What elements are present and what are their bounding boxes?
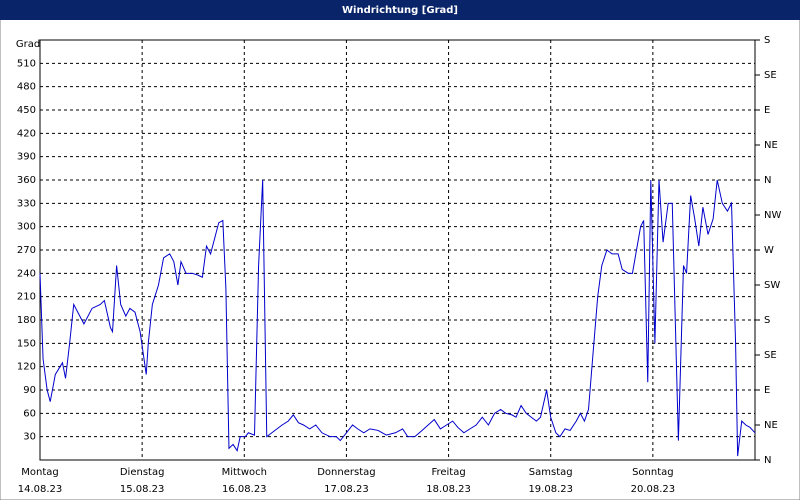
y2-tick-label: S xyxy=(764,315,770,326)
y2-tick-label: E xyxy=(764,385,770,396)
y-tick-label: 510 xyxy=(17,58,36,69)
y-tick-label: 60 xyxy=(23,408,36,419)
y2-tick-label: SE xyxy=(764,350,777,361)
y-tick-label: 330 xyxy=(17,198,36,209)
y-tick-label: 90 xyxy=(23,385,36,396)
y-tick-label: 300 xyxy=(17,222,36,233)
x-tick-date: 16.08.23 xyxy=(222,484,267,495)
y2-tick-label: N xyxy=(764,455,771,466)
title-bar xyxy=(0,0,800,20)
y-tick-label: 120 xyxy=(17,362,36,373)
y2-tick-label: SE xyxy=(764,70,777,81)
y2-tick-label: W xyxy=(764,245,774,256)
y-tick-label: 240 xyxy=(17,268,36,279)
y2-tick-label: NW xyxy=(764,210,781,221)
x-tick-label: Dienstag xyxy=(120,467,165,478)
x-tick-date: 18.08.23 xyxy=(426,484,471,495)
y2-tick-label: E xyxy=(764,105,770,116)
y2-tick-label: NE xyxy=(764,140,778,151)
x-tick-date: 20.08.23 xyxy=(631,484,676,495)
y-tick-label: 390 xyxy=(17,152,36,163)
x-tick-date: 19.08.23 xyxy=(528,484,573,495)
y-tick-label: 210 xyxy=(17,292,36,303)
x-tick-label: Montag xyxy=(21,467,58,478)
y-tick-label: 150 xyxy=(17,338,36,349)
y-tick-label: 270 xyxy=(17,245,36,256)
y2-tick-label: NE xyxy=(764,420,778,431)
x-tick-date: 17.08.23 xyxy=(324,484,369,495)
y2-tick-label: S xyxy=(764,35,770,46)
x-tick-label: Freitag xyxy=(431,467,465,478)
plot-frame xyxy=(39,39,756,461)
y-tick-label: 30 xyxy=(23,432,36,443)
y2-tick-label: N xyxy=(764,175,771,186)
y-tick-label: 180 xyxy=(17,315,36,326)
y-axis-label: Grad xyxy=(16,39,40,50)
x-tick-label: Samstag xyxy=(529,467,573,478)
x-tick-label: Donnerstag xyxy=(317,467,375,478)
chart-title: Windrichtung [Grad] xyxy=(342,5,458,16)
x-tick-date: 15.08.23 xyxy=(120,484,165,495)
y-tick-label: 450 xyxy=(17,105,36,116)
y2-tick-label: SW xyxy=(764,280,780,291)
y-tick-label: 480 xyxy=(17,82,36,93)
x-tick-date: 14.08.23 xyxy=(18,484,63,495)
x-tick-label: Mittwoch xyxy=(222,467,267,478)
y-tick-label: 420 xyxy=(17,128,36,139)
y-tick-label: 360 xyxy=(17,175,36,186)
data-line xyxy=(39,179,756,457)
x-tick-label: Sonntag xyxy=(632,467,674,478)
